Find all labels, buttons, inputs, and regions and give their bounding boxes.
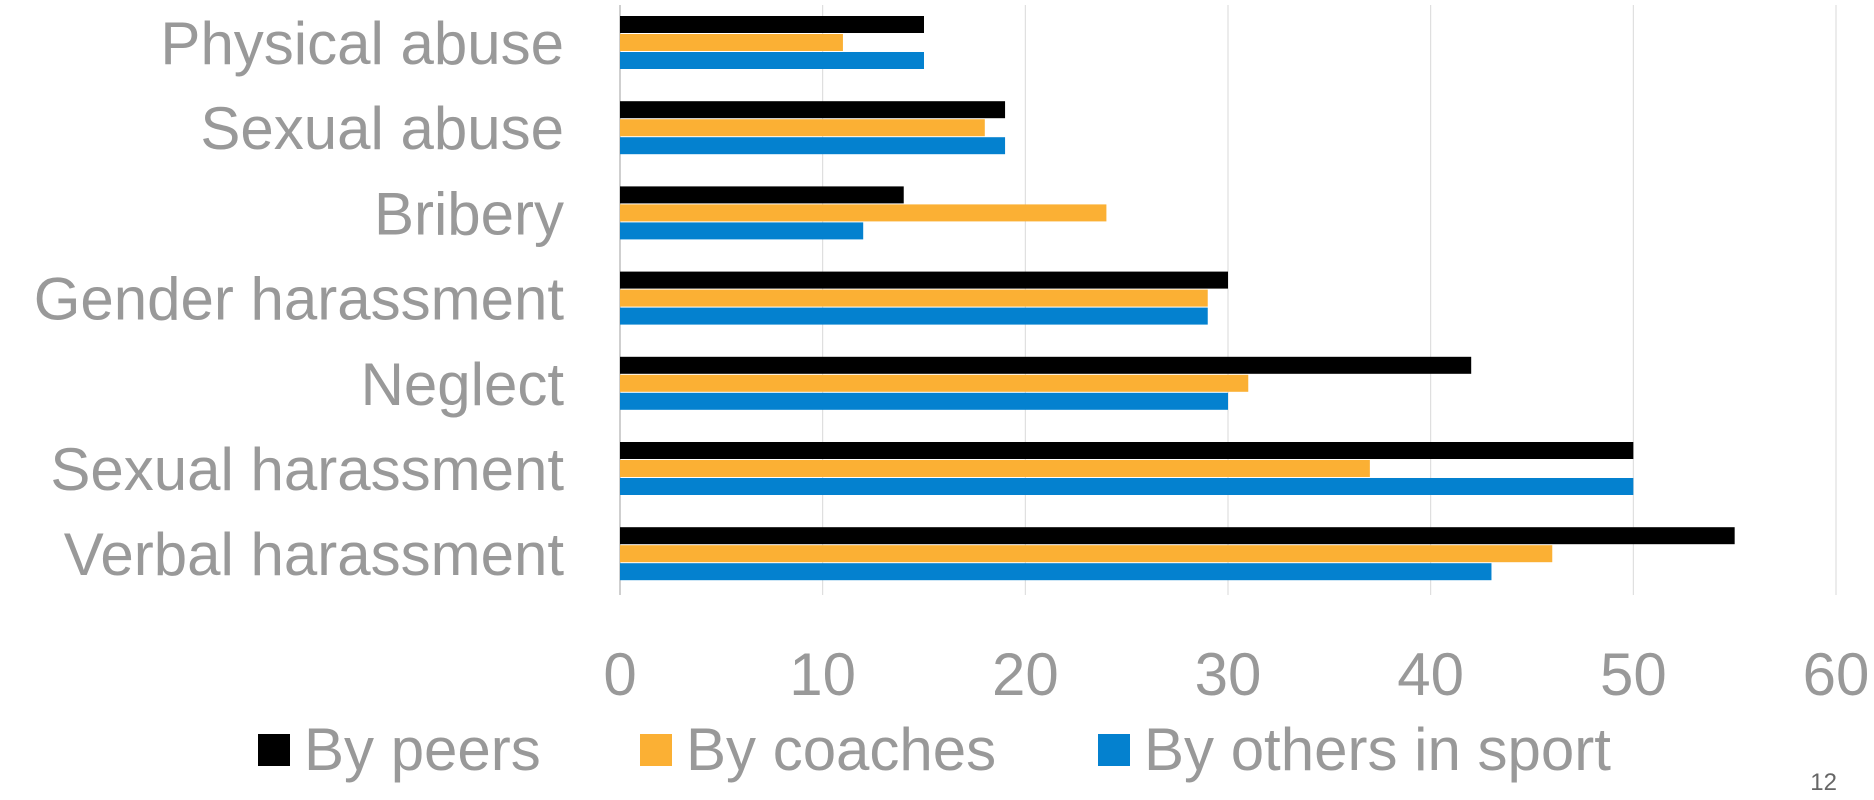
bars [620, 16, 1735, 581]
bar [620, 392, 1228, 410]
x-tick-labels: 0 10 20 30 40 50 60 [603, 641, 1869, 708]
category-label: Bribery [374, 180, 564, 247]
bar [620, 460, 1370, 477]
legend-swatch [640, 734, 672, 766]
bar [620, 34, 843, 51]
legend-label: By peers [304, 716, 541, 783]
x-tick-label: 50 [1600, 641, 1667, 708]
category-label: Gender harassment [34, 266, 565, 333]
x-tick-label: 60 [1803, 641, 1870, 708]
page-number: 12 [1810, 769, 1837, 796]
bar [620, 356, 1472, 374]
bar [620, 289, 1208, 307]
x-tick-label: 20 [992, 641, 1059, 708]
category-label: Verbal harassment [64, 521, 565, 588]
bar [620, 545, 1553, 563]
bar [620, 271, 1228, 289]
category-label: Physical abuse [160, 10, 564, 77]
bar [620, 374, 1249, 392]
bar [620, 52, 924, 69]
x-tick-label: 40 [1397, 641, 1464, 708]
bar [620, 101, 1006, 119]
bar [620, 307, 1208, 325]
legend-label: By others in sport [1144, 716, 1611, 783]
bar [620, 222, 864, 240]
category-label: Neglect [361, 351, 565, 418]
x-tick-label: 0 [603, 641, 636, 708]
x-tick-label: 30 [1195, 641, 1262, 708]
bar [620, 527, 1735, 545]
bar [620, 119, 985, 137]
bar [620, 137, 1006, 155]
category-label: Sexual abuse [200, 95, 564, 162]
bar [620, 204, 1107, 222]
category-label: Sexual harassment [50, 436, 564, 503]
bar [620, 186, 904, 204]
x-tick-label: 10 [789, 641, 856, 708]
bar [620, 563, 1492, 581]
bar [620, 442, 1634, 459]
legend: By peers By coaches By others in sport [258, 716, 1611, 783]
legend-swatch [258, 734, 290, 766]
bar [620, 16, 924, 33]
bar [620, 478, 1634, 495]
category-labels: Physical abuse Sexual abuse Bribery Gender … [34, 10, 565, 588]
legend-label: By coaches [686, 716, 996, 783]
legend-swatch [1098, 734, 1130, 766]
